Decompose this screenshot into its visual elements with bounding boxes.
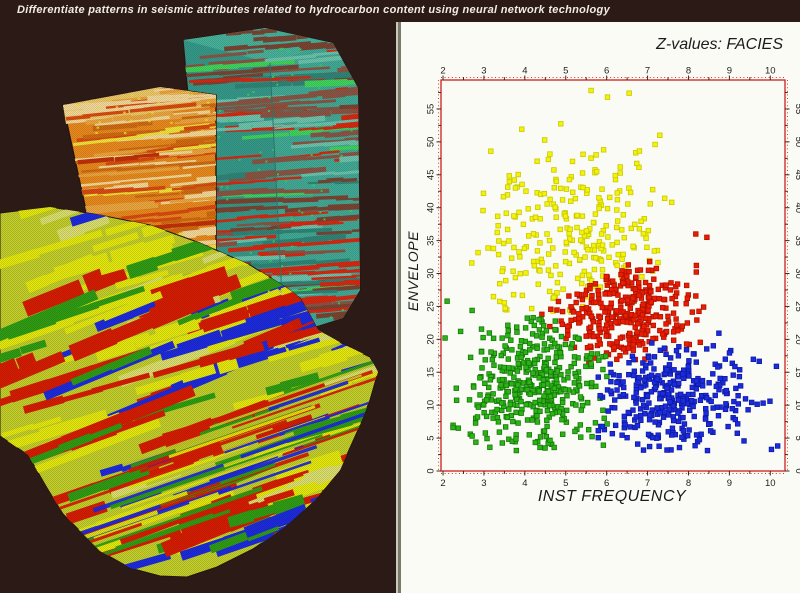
svg-text:0: 0 — [793, 468, 800, 473]
svg-text:45: 45 — [793, 169, 800, 180]
svg-text:2: 2 — [440, 66, 445, 77]
svg-text:40: 40 — [793, 202, 800, 213]
svg-text:30: 30 — [793, 268, 800, 279]
svg-text:0: 0 — [426, 468, 437, 473]
scatter-points-red — [539, 231, 710, 365]
y-axis-label: ENVELOPE — [405, 230, 421, 312]
svg-text:3: 3 — [481, 66, 486, 77]
title-bar: Differentiate patterns in seismic attrib… — [0, 0, 800, 22]
svg-text:10: 10 — [793, 400, 800, 411]
panel-divider[interactable] — [396, 22, 398, 593]
orange-seismic-cube — [62, 86, 217, 273]
svg-text:8: 8 — [686, 66, 691, 77]
crossplot-panel: 2233445566778899101000551010151520202525… — [400, 22, 800, 593]
svg-text:15: 15 — [793, 367, 800, 378]
svg-text:7: 7 — [645, 66, 650, 77]
plot-axes: 2233445566778899101000551010151520202525… — [426, 66, 800, 490]
svg-text:9: 9 — [727, 478, 732, 489]
svg-text:35: 35 — [793, 235, 800, 246]
svg-text:25: 25 — [793, 301, 800, 312]
svg-text:4: 4 — [522, 66, 527, 77]
svg-text:5: 5 — [793, 435, 800, 440]
scatter-points-blue — [595, 330, 781, 454]
svg-text:10: 10 — [765, 478, 776, 489]
svg-text:10: 10 — [426, 400, 437, 411]
svg-text:55: 55 — [793, 104, 800, 115]
svg-text:5: 5 — [426, 435, 437, 440]
svg-text:55: 55 — [426, 104, 437, 115]
svg-text:35: 35 — [426, 235, 437, 246]
svg-text:40: 40 — [426, 202, 437, 213]
svg-text:9: 9 — [727, 66, 732, 77]
crossplot[interactable]: 2233445566778899101000551010151520202525… — [400, 22, 800, 593]
svg-text:25: 25 — [426, 301, 437, 312]
svg-text:8: 8 — [686, 478, 691, 489]
svg-text:2: 2 — [440, 478, 445, 489]
svg-text:5: 5 — [563, 66, 568, 77]
plot-title: Z-values: FACIES — [656, 36, 783, 53]
x-axis-label: INST FREQUENCY — [537, 488, 687, 505]
scatter-points-green — [442, 298, 610, 454]
svg-text:30: 30 — [426, 268, 437, 279]
seismic-horizon-surface — [0, 206, 379, 578]
svg-text:15: 15 — [426, 367, 437, 378]
seismic-3d-view[interactable] — [0, 22, 400, 593]
svg-text:7: 7 — [645, 478, 650, 489]
svg-text:10: 10 — [765, 66, 776, 77]
svg-text:5: 5 — [563, 478, 568, 489]
seismic-3d-scene[interactable] — [0, 22, 400, 593]
svg-text:50: 50 — [793, 137, 800, 148]
panel-divider-shadow — [398, 22, 401, 593]
svg-text:45: 45 — [426, 169, 437, 180]
svg-text:20: 20 — [793, 334, 800, 345]
svg-text:6: 6 — [604, 66, 609, 77]
svg-text:6: 6 — [604, 478, 609, 489]
svg-text:3: 3 — [481, 478, 486, 489]
svg-text:4: 4 — [522, 478, 527, 489]
window-title: Differentiate patterns in seismic attrib… — [17, 4, 610, 16]
svg-text:20: 20 — [426, 334, 437, 345]
svg-text:50: 50 — [426, 137, 437, 148]
